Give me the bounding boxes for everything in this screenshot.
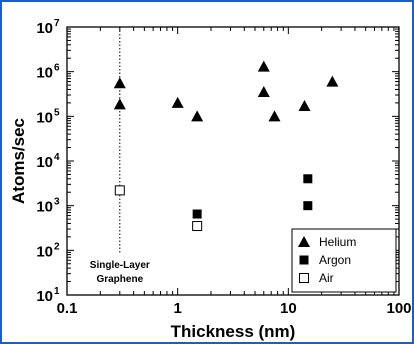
x-axis-label: Thickness (nm) xyxy=(171,322,296,341)
x-tick-label: 0.1 xyxy=(57,300,78,317)
air-point xyxy=(114,185,125,196)
helium-point xyxy=(113,77,126,89)
air-point xyxy=(192,221,203,232)
helium-point xyxy=(326,75,339,87)
y-tick-exponent: 3 xyxy=(54,197,60,208)
y-tick-exponent: 6 xyxy=(54,63,60,74)
helium-point xyxy=(171,96,184,108)
helium-point xyxy=(298,100,311,112)
y-tick-label: 10 xyxy=(36,65,53,82)
legend-helium-label: Helium xyxy=(319,235,356,249)
y-tick-exponent: 1 xyxy=(54,286,60,297)
annotation-line2: Graphene xyxy=(96,274,143,285)
y-tick-label: 10 xyxy=(36,20,53,37)
legend-helium-marker xyxy=(298,236,310,247)
argon-point xyxy=(303,201,313,211)
y-tick-label: 10 xyxy=(36,288,53,305)
helium-point xyxy=(268,110,281,122)
helium-point xyxy=(191,110,204,122)
y-tick-label: 10 xyxy=(36,154,53,171)
legend-argon-marker xyxy=(299,255,309,265)
legend-air-marker xyxy=(299,273,309,283)
legend-argon-label: Argon xyxy=(319,253,351,267)
legend: Helium Argon Air xyxy=(291,228,397,293)
helium-point xyxy=(257,60,270,72)
y-tick-exponent: 4 xyxy=(54,152,60,163)
y-tick-label: 10 xyxy=(36,243,53,260)
helium-point xyxy=(257,86,270,98)
y-tick-exponent: 7 xyxy=(54,18,60,29)
y-tick-exponent: 5 xyxy=(54,107,60,118)
x-tick-label: 100 xyxy=(386,300,411,317)
y-axis-label: Atoms/sec xyxy=(9,118,28,204)
helium-point xyxy=(113,98,126,110)
y-tick-label: 10 xyxy=(36,199,53,216)
annotation-line1: Single-Layer xyxy=(90,260,150,271)
x-tick-label: 10 xyxy=(280,300,297,317)
y-tick-label: 10 xyxy=(36,109,53,126)
legend-box xyxy=(291,228,397,293)
y-tick-exponent: 2 xyxy=(54,241,60,252)
argon-point xyxy=(303,174,313,184)
x-tick-label: 1 xyxy=(173,300,181,317)
legend-air-label: Air xyxy=(319,271,334,285)
argon-point xyxy=(192,209,202,219)
